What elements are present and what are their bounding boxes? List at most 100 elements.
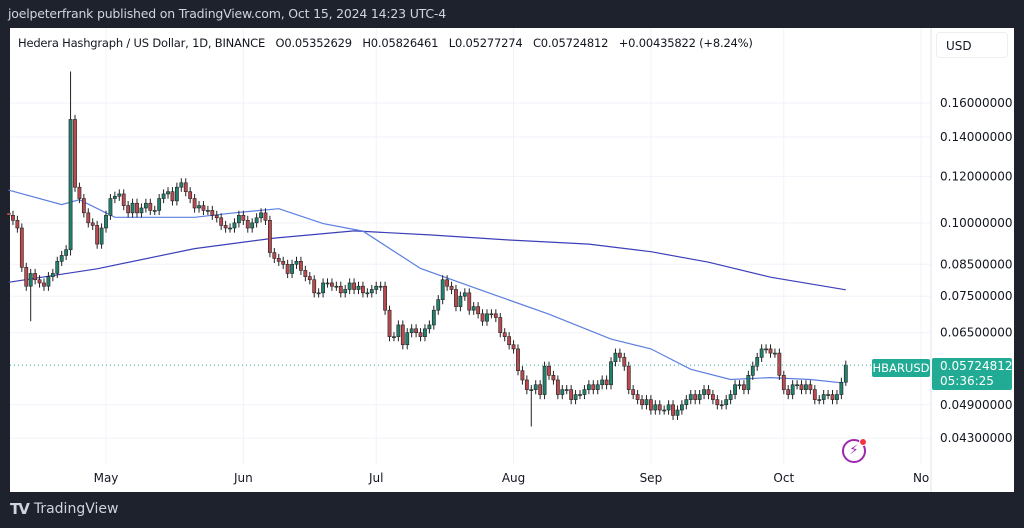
candle-up xyxy=(356,285,361,290)
candle-down xyxy=(480,313,485,322)
candle-up xyxy=(427,324,432,330)
notification-dot xyxy=(859,438,867,446)
candle-up xyxy=(542,365,547,395)
x-tick-label: Jul xyxy=(368,471,383,485)
y-tick-label: 0.08500000 xyxy=(940,257,1013,271)
candle-down xyxy=(268,220,272,253)
candle-down xyxy=(551,374,556,381)
candle-up xyxy=(334,285,339,288)
candle-down xyxy=(516,348,520,372)
candle-down xyxy=(299,261,303,271)
candle-up xyxy=(821,394,826,400)
candle-down xyxy=(312,279,317,294)
x-tick-label: Oct xyxy=(773,471,794,485)
last-price-label: 0.05724812 05:36:25 xyxy=(932,358,1013,390)
candle-down xyxy=(352,282,356,290)
candle-down xyxy=(338,285,343,294)
candle-up xyxy=(662,409,667,412)
candle-up xyxy=(613,352,618,363)
candle-up xyxy=(374,285,379,290)
y-tick-label: 0.12000000 xyxy=(940,169,1013,183)
candle-up xyxy=(104,215,108,229)
candle-up xyxy=(237,215,241,224)
candle-down xyxy=(73,119,77,188)
candle-down xyxy=(498,317,503,334)
candle-up xyxy=(773,352,777,355)
candle-down xyxy=(604,379,609,386)
candle-up xyxy=(250,222,255,229)
candle-down xyxy=(263,212,268,221)
candle-down xyxy=(95,225,100,245)
candle-down xyxy=(507,336,512,346)
candle-down xyxy=(11,215,15,221)
candle-down xyxy=(555,379,560,395)
candle-down xyxy=(86,212,91,224)
candle-down xyxy=(502,332,507,337)
candle-down xyxy=(285,263,290,274)
candle-up xyxy=(405,332,410,346)
candle-up xyxy=(724,399,729,406)
candle-down xyxy=(742,384,746,390)
candle-up xyxy=(59,255,64,262)
candle-down xyxy=(361,285,365,294)
candle-up xyxy=(759,348,764,358)
candle-down xyxy=(245,220,250,229)
candle-up xyxy=(197,205,201,209)
slow-moving-average-line xyxy=(8,230,846,291)
symbol-legend: Hedera Hashgraph / US Dollar, 1D, BINANC… xyxy=(18,36,760,50)
candle-down xyxy=(276,258,281,262)
y-tick-label: 0.04300000 xyxy=(940,431,1013,445)
lightning-bolt-icon[interactable]: ⚡ xyxy=(842,438,867,463)
candle-down xyxy=(626,365,631,390)
candle-up xyxy=(55,261,60,274)
candle-down xyxy=(591,384,596,390)
x-tick-label: May xyxy=(94,471,119,485)
candle-up xyxy=(533,384,538,390)
candle-down xyxy=(77,186,82,199)
y-tick-label: 0.04900000 xyxy=(940,398,1013,412)
candle-up xyxy=(688,394,693,400)
candle-down xyxy=(183,182,188,192)
candle-up xyxy=(259,212,263,219)
currency-button[interactable]: USD xyxy=(936,32,1008,58)
candle-down xyxy=(715,399,720,406)
candle-up xyxy=(232,222,237,229)
candle-up xyxy=(573,394,578,400)
candle-up xyxy=(139,207,144,214)
candle-up xyxy=(719,404,724,407)
chart-panel[interactable] xyxy=(10,28,1014,492)
candle-down xyxy=(188,191,193,199)
candle-up xyxy=(600,379,605,386)
candle-down xyxy=(135,202,139,214)
candle-down xyxy=(648,399,653,411)
candle-up xyxy=(826,394,830,396)
candle-up xyxy=(369,289,374,294)
candle-up xyxy=(396,324,401,337)
y-tick-label: 0.10000000 xyxy=(940,216,1013,230)
candle-up xyxy=(737,384,742,387)
candle-up xyxy=(166,191,170,195)
candle-up xyxy=(586,384,591,390)
candle-down xyxy=(657,404,662,411)
candle-down xyxy=(201,205,206,211)
candle-down xyxy=(808,384,813,390)
candle-down xyxy=(418,332,423,337)
candle-down xyxy=(307,276,312,281)
candle-down xyxy=(330,282,334,287)
last-price-value: 0.05724812 xyxy=(940,359,1013,373)
candle-down xyxy=(400,324,405,346)
candle-up xyxy=(728,394,733,400)
candle-down xyxy=(799,384,804,390)
candle-up xyxy=(99,227,104,245)
candle-up xyxy=(50,273,55,277)
candle-up xyxy=(679,404,684,411)
candle-down xyxy=(121,193,126,206)
candle-up xyxy=(839,381,844,395)
candle-down xyxy=(454,289,458,307)
candle-up xyxy=(733,384,737,395)
candle-up xyxy=(578,394,582,396)
candle-up xyxy=(174,186,179,202)
candle-up xyxy=(609,361,613,386)
candle-down xyxy=(387,309,392,337)
